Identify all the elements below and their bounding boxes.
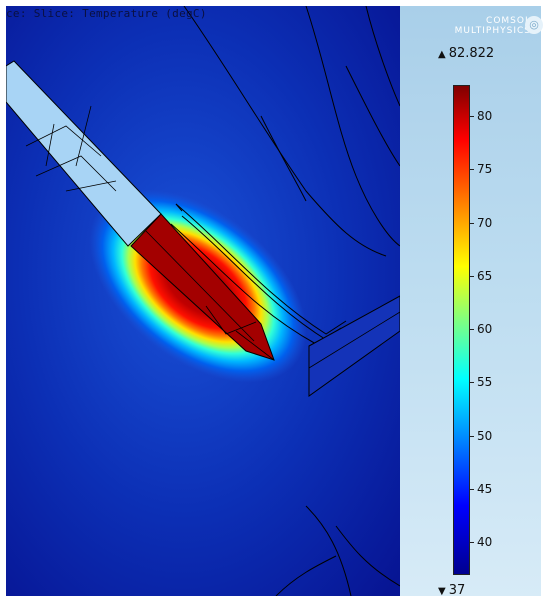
colorbar-tick (469, 435, 474, 437)
colorbar-tick-label: 70 (477, 215, 493, 230)
colorbar-tick (469, 382, 474, 384)
colorbar-tick (469, 329, 474, 331)
comsol-logo-icon: ◎ (525, 16, 543, 34)
probe-tip-edges (145, 230, 275, 361)
colorbar-tick-label: 40 (477, 535, 493, 550)
triangle-down-icon: ▼ (438, 586, 446, 597)
colorbar-tick-label: 65 (477, 268, 493, 283)
colorbar (453, 85, 470, 575)
plot-title: ce: Slice: Temperature (degC) (6, 7, 207, 20)
colorbar-tick (469, 542, 474, 544)
colorbar-tick-label: 45 (477, 481, 493, 496)
electrode-plate (308, 295, 400, 397)
colorbar-tick (469, 275, 474, 277)
colorbar-tick-label: 80 (477, 109, 493, 124)
plot-area[interactable]: ce: Slice: Temperature (degC) (6, 6, 400, 596)
vessel-lines (170, 203, 347, 345)
colorbar-tick-label: 55 (477, 375, 493, 390)
geometry-edges (183, 6, 400, 596)
colorbar-tick (469, 222, 474, 224)
colorbar-panel: COMSOL MULTIPHYSICS ◎ ▲ 82.822 80 75 70 65 60… (400, 6, 543, 598)
colorbar-tick (469, 116, 474, 118)
colorbar-tick (469, 488, 474, 490)
probe-mesh (25, 105, 117, 192)
colorbar-min-label: ▼ 37 (438, 583, 466, 598)
triangle-up-icon: ▲ (438, 49, 446, 60)
temperature-slice-plot (6, 6, 400, 596)
comsol-logo: COMSOL MULTIPHYSICS (454, 16, 531, 36)
colorbar-max-label: ▲ 82.822 (438, 46, 495, 61)
colorbar-tick-label: 60 (477, 322, 493, 337)
colorbar-tick (469, 169, 474, 171)
probe-shaft (6, 60, 162, 247)
colorbar-tick-label: 75 (477, 162, 493, 177)
colorbar-tick-label: 50 (477, 428, 493, 443)
